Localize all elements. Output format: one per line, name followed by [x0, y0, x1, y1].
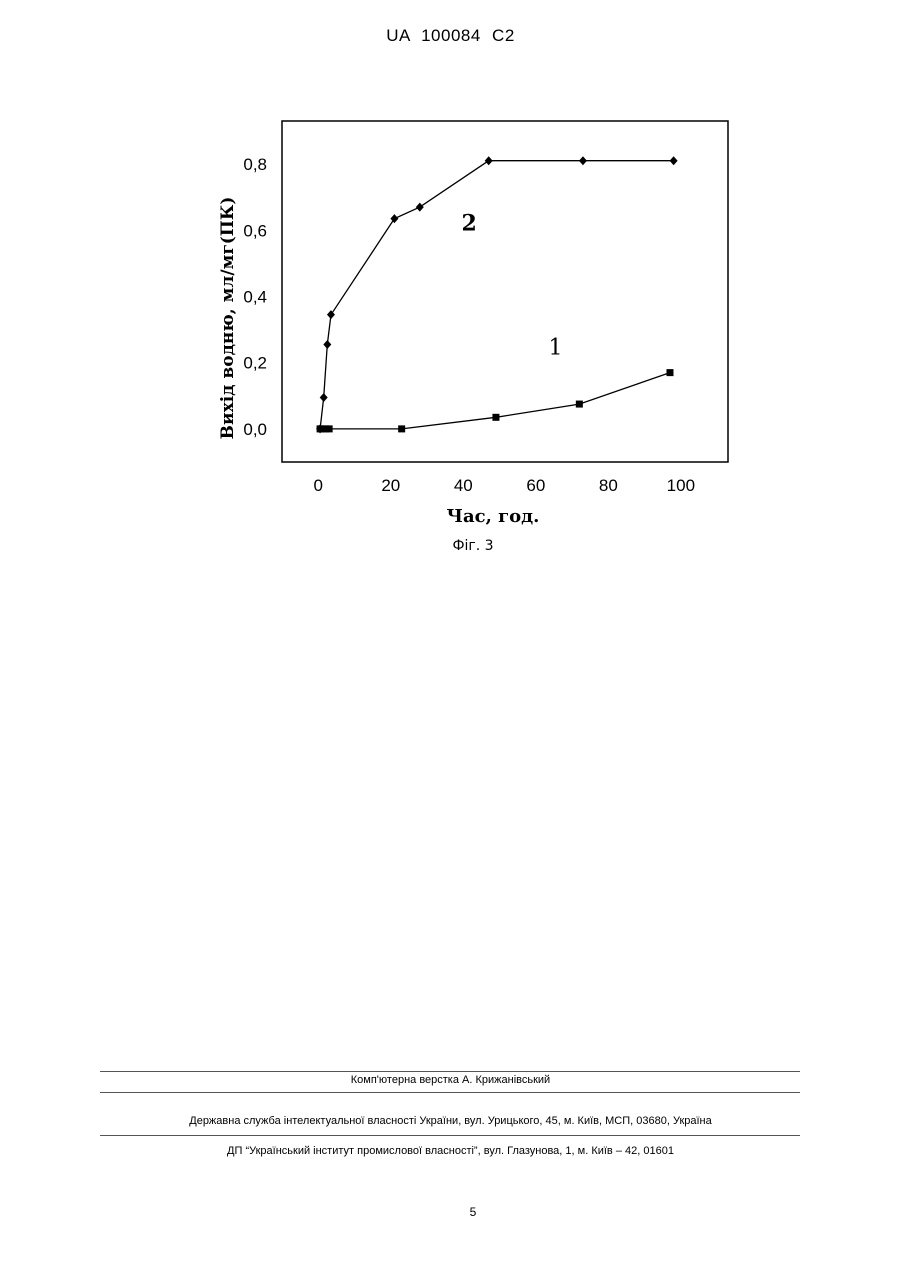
series-2-point — [579, 156, 587, 165]
y-tick-label: 0,6 — [243, 221, 267, 240]
institute-address: ДП “Український інститут промислової вла… — [0, 1145, 901, 1157]
series-2-point — [416, 203, 424, 212]
series-2-point — [323, 340, 331, 349]
series-1-point — [576, 401, 583, 408]
y-tick-label: 0,2 — [243, 354, 267, 373]
x-tick-label: 60 — [526, 476, 545, 495]
layout-credit: Комп'ютерна верстка А. Крижанівський — [0, 1074, 901, 1086]
y-tick-label: 0,0 — [243, 420, 267, 439]
series-2-point — [485, 156, 493, 165]
hydrogen-yield-chart: 0 20 40 60 80 100 0,0 0,2 0,4 0,6 0,8 1 2 Час, год… — [0, 0, 901, 600]
series-1-point — [398, 425, 405, 432]
x-tick-label: 80 — [599, 476, 618, 495]
x-tick-label: 100 — [667, 476, 695, 495]
series-2-label: 2 — [461, 210, 476, 236]
page-number: 5 — [0, 1205, 901, 1219]
divider-top — [100, 1071, 800, 1072]
y-tick-label: 0,8 — [243, 155, 267, 174]
x-tick-label: 0 — [314, 476, 323, 495]
y-tick-label: 0,4 — [243, 287, 267, 306]
series-2-point — [670, 156, 678, 165]
plot-frame — [282, 121, 728, 462]
x-tick-label: 40 — [454, 476, 473, 495]
agency-address: Державна служба інтелектуальної власност… — [0, 1115, 901, 1127]
x-axis-title: Час, год. — [447, 506, 540, 527]
figure-caption: Фіг. 3 — [0, 538, 901, 554]
series-2-point — [320, 393, 328, 402]
series-2-line — [320, 161, 673, 429]
series-1-label: 1 — [549, 335, 563, 360]
series-1-point — [666, 369, 673, 376]
divider-bottom — [100, 1135, 800, 1136]
x-tick-label: 20 — [381, 476, 400, 495]
y-axis-title: Вихід водню, мл/мг(ПК) — [218, 197, 238, 440]
series-1-point — [326, 425, 333, 432]
divider-middle — [100, 1092, 800, 1093]
series-1-point — [492, 414, 499, 421]
